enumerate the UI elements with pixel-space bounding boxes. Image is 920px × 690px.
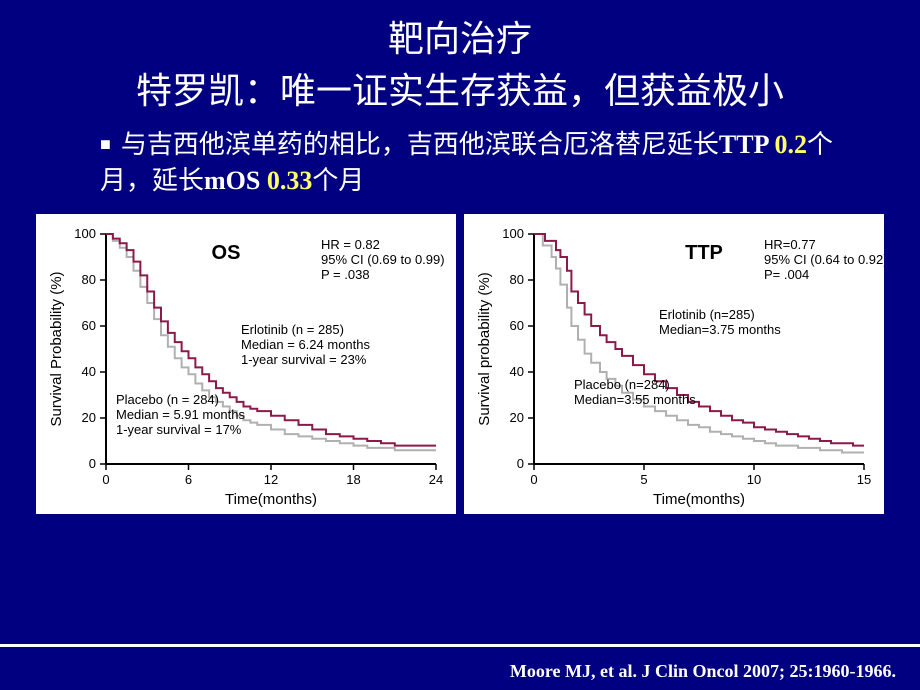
bullet-mos-label: mOS (204, 166, 267, 195)
chart-ttp-panel: 0 20 40 60 80 100 0 5 10 15 Time(months) Survival p… (464, 214, 884, 514)
svg-text:1-year survival = 23%: 1-year survival = 23% (241, 352, 367, 367)
svg-text:Median=3.55 months: Median=3.55 months (574, 392, 696, 407)
svg-text:100: 100 (74, 226, 96, 241)
svg-text:Survival probability (%): Survival probability (%) (476, 272, 493, 425)
svg-text:Placebo (n = 284): Placebo (n = 284) (116, 392, 219, 407)
bullet-suffix: 个月 (312, 166, 364, 195)
svg-text:60: 60 (510, 318, 524, 333)
svg-text:15: 15 (857, 472, 871, 487)
svg-text:Erlotinib (n=285): Erlotinib (n=285) (659, 307, 755, 322)
bullet-prefix: 与吉西他滨单药的相比，吉西他滨联合厄洛替尼延长 (121, 130, 719, 159)
chart-os-panel: 0 20 40 60 80 100 0 6 12 18 24 Time(months) Survival… (36, 214, 456, 514)
bullet-marker-icon: ■ (100, 134, 111, 154)
svg-text:40: 40 (82, 364, 96, 379)
svg-text:Median = 6.24 months: Median = 6.24 months (241, 337, 370, 352)
svg-text:P= .004: P= .004 (764, 267, 809, 282)
charts-area: 02040608010006121824Time(months)Survival… (0, 210, 920, 514)
svg-text:60: 60 (82, 318, 96, 333)
svg-text:100: 100 (502, 226, 524, 241)
svg-text:80: 80 (510, 272, 524, 287)
svg-text:24: 24 (429, 472, 443, 487)
svg-text:Median=3.75 months: Median=3.75 months (659, 322, 781, 337)
svg-text:5: 5 (640, 472, 647, 487)
bullet-text: ■与吉西他滨单药的相比，吉西他滨联合厄洛替尼延长TTP 0.2个月，延长mOS … (0, 119, 920, 210)
svg-text:Survival Probability (%): Survival Probability (%) (48, 271, 65, 426)
svg-text:1-year survival = 17%: 1-year survival = 17% (116, 422, 242, 437)
svg-text:10: 10 (747, 472, 761, 487)
svg-text:95% CI (0.64 to 0.92): 95% CI (0.64 to 0.92) (764, 252, 884, 267)
svg-text:HR=0.77: HR=0.77 (764, 237, 816, 252)
svg-text:HR = 0.82: HR = 0.82 (321, 237, 380, 252)
svg-text:0: 0 (102, 472, 109, 487)
svg-text:Erlotinib (n = 285): Erlotinib (n = 285) (241, 322, 344, 337)
citation-text: Moore MJ, et al. J Clin Oncol 2007; 25:1… (510, 661, 896, 682)
svg-text:6: 6 (185, 472, 192, 487)
slide-title-block: 靶向治疗 特罗凯：唯一证实生存获益，但获益极小 (0, 0, 920, 119)
citation-bar: Moore MJ, et al. J Clin Oncol 2007; 25:1… (0, 644, 920, 690)
svg-text:Median = 5.91 months: Median = 5.91 months (116, 407, 245, 422)
svg-text:40: 40 (510, 364, 524, 379)
svg-text:80: 80 (82, 272, 96, 287)
svg-text:12: 12 (264, 472, 278, 487)
bullet-ttp-value: 0.2 (775, 130, 808, 159)
chart-ttp-svg: 0 20 40 60 80 100 0 5 10 15 Time(months) Survival p… (464, 214, 884, 514)
svg-text:18: 18 (346, 472, 360, 487)
svg-text:Placebo (n=284): Placebo (n=284) (574, 377, 670, 392)
svg-text:TTP: TTP (685, 242, 723, 264)
bullet-ttp-label: TTP (719, 130, 775, 159)
svg-text:0: 0 (530, 472, 537, 487)
chart-os-svg: 0 20 40 60 80 100 0 6 12 18 24 Time(months) Survival… (36, 214, 456, 514)
svg-text:P = .038: P = .038 (321, 267, 370, 282)
svg-text:Time(months): Time(months) (225, 491, 317, 508)
slide-title-line2: 特罗凯：唯一证实生存获益，但获益极小 (20, 62, 900, 114)
svg-text:0: 0 (517, 456, 524, 471)
bullet-mos-value: 0.33 (267, 166, 313, 195)
svg-text:Time(months): Time(months) (653, 491, 745, 508)
slide-title-line1: 靶向治疗 (20, 10, 900, 62)
svg-text:20: 20 (82, 410, 96, 425)
svg-text:OS: OS (212, 242, 241, 264)
svg-text:20: 20 (510, 410, 524, 425)
svg-text:0: 0 (89, 456, 96, 471)
svg-text:95% CI (0.69 to 0.99): 95% CI (0.69 to 0.99) (321, 252, 445, 267)
